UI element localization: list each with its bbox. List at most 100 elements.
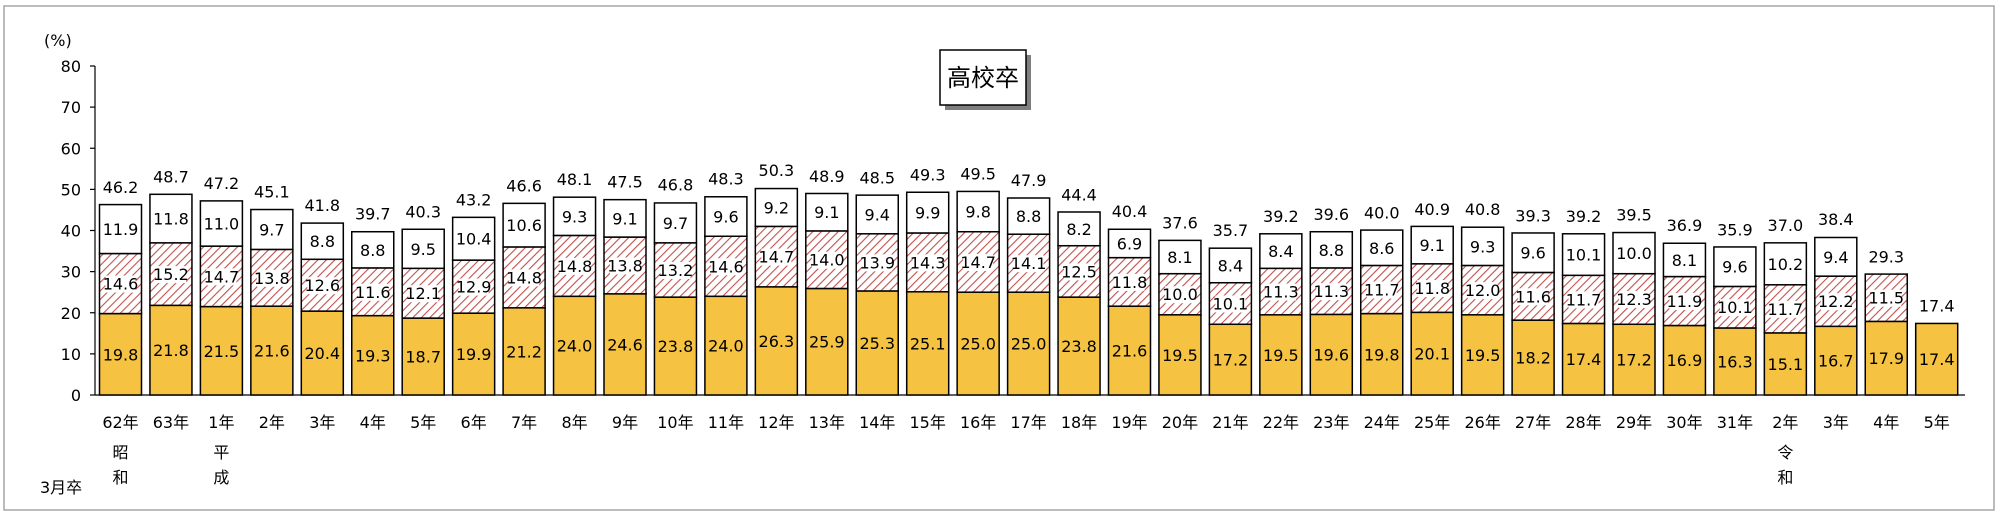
bar-value-label-middle: 12.6 (304, 276, 340, 295)
x-category-label: 1年 (208, 413, 234, 432)
x-category-label: 18年 (1061, 413, 1097, 432)
bar-total-label: 36.9 (1667, 216, 1703, 235)
bar-segment-top (1511, 232, 1555, 274)
x-category-label: 9年 (612, 413, 638, 432)
y-tick-label: 0 (71, 386, 81, 405)
chart-title-box: 高校卒 (939, 49, 1031, 110)
label-backdrop (1417, 280, 1448, 298)
x-category-label: 22年 (1263, 413, 1299, 432)
bar-value-label-top: 8.8 (1319, 241, 1344, 260)
bar-segment-bottom (552, 295, 597, 396)
bar-value-label-bottom: 19.6 (1313, 346, 1349, 365)
bar-total-label: 46.8 (658, 176, 694, 195)
bar-segment-bottom (1662, 324, 1707, 396)
y-tick-label: 20 (61, 304, 81, 323)
bar-value-label-middle: 13.8 (607, 256, 643, 275)
label-backdrop (862, 254, 893, 272)
bar-segment-top (552, 196, 597, 237)
bar-segment-top (1360, 229, 1404, 267)
bar-value-label-middle: 11.6 (1515, 287, 1551, 306)
bar-value-label-bottom: 19.3 (355, 346, 391, 365)
label-backdrop (458, 278, 489, 296)
bar-value-label-top: 10.1 (1566, 246, 1602, 265)
era-label-char: 令 (1777, 443, 1793, 462)
bar-total-label: 46.6 (506, 176, 542, 195)
bar-segment-top (905, 191, 950, 234)
y-tick-label: 40 (61, 222, 81, 241)
bar-segment-bottom (1814, 325, 1858, 396)
bar-value-label-top: 10.0 (1616, 244, 1652, 263)
bar-value-label-middle: 11.3 (1313, 282, 1349, 301)
bar-value-label-top: 8.1 (1672, 251, 1697, 270)
bar-segment-top (300, 222, 345, 261)
bar-value-label-middle: 12.5 (1061, 262, 1097, 281)
bar-value-label-bottom: 19.8 (103, 345, 139, 364)
bar-value-label-bottom: 19.5 (1263, 346, 1299, 365)
bar-value-label-middle: 15.2 (153, 265, 189, 284)
bar-value-label-top: 8.4 (1218, 256, 1243, 275)
bar-value-label-top: 9.6 (713, 208, 738, 227)
bar-segment-bottom (1208, 323, 1253, 396)
y-tick-label: 30 (61, 263, 81, 282)
bar-value-label-bottom: 26.3 (759, 332, 795, 351)
bar-value-label-bottom: 17.9 (1868, 349, 1904, 368)
bar-value-label-bottom: 21.8 (153, 341, 189, 360)
era-label-char: 成 (213, 468, 229, 487)
bar-value-label-top: 11.0 (204, 215, 240, 234)
label-backdrop (1719, 299, 1750, 317)
label-backdrop (1669, 293, 1700, 311)
label-backdrop (307, 277, 338, 295)
bar-value-label-bottom: 24.6 (607, 335, 643, 354)
bar-value-label-top: 9.4 (865, 205, 890, 224)
label-backdrop (660, 261, 691, 279)
bar-value-label-middle: 11.8 (1112, 273, 1148, 292)
bar-segment-top (1763, 242, 1808, 286)
bar-segment-top (1662, 242, 1707, 278)
bar-segment-top (1006, 197, 1051, 235)
bar-total-label: 41.8 (304, 196, 340, 215)
bar-value-label-bottom: 23.8 (1061, 337, 1097, 356)
label-backdrop (155, 266, 186, 284)
bar-value-label-top: 8.4 (1268, 242, 1293, 261)
bar-value-label-middle: 12.2 (1818, 292, 1854, 311)
bar-total-label: 39.3 (1515, 206, 1551, 225)
bar-value-label-bottom: 17.2 (1213, 351, 1249, 370)
bar-value-label-middle: 14.3 (910, 253, 946, 272)
label-backdrop (710, 258, 741, 276)
bar-value-label-bottom: 15.1 (1768, 355, 1804, 374)
bar-total-label: 48.9 (809, 167, 845, 186)
bar-segment-bottom (149, 304, 193, 396)
bar-segment-bottom (754, 286, 799, 396)
y-tick-label: 60 (61, 139, 81, 158)
bar-value-label-middle: 11.7 (1768, 300, 1804, 319)
label-backdrop (408, 285, 439, 303)
x-category-label: 25年 (1414, 413, 1450, 432)
label-backdrop (1316, 283, 1347, 301)
bar-value-label-middle: 14.6 (103, 275, 139, 294)
label-backdrop (1114, 273, 1145, 291)
bar-value-label-bottom: 23.8 (658, 337, 694, 356)
bar-segment-top (1208, 247, 1253, 284)
bar-segment-top (1259, 233, 1303, 270)
bar-total-label: 37.0 (1768, 216, 1804, 235)
bar-value-label-top: 9.7 (663, 214, 688, 233)
bar-value-label-bottom: 17.4 (1566, 350, 1602, 369)
bar-value-label-middle: 11.7 (1364, 281, 1400, 300)
bar-value-label-middle: 12.1 (405, 284, 441, 303)
x-category-label: 62年 (102, 413, 138, 432)
label-backdrop (761, 248, 792, 266)
bar-segment-top (1561, 233, 1606, 277)
bar-total-label: 35.7 (1213, 221, 1249, 240)
bar-value-label-top: 9.1 (1419, 236, 1444, 255)
bar-total-label: 40.4 (1112, 202, 1148, 221)
label-backdrop (1013, 255, 1044, 273)
bar-value-label-bottom: 21.2 (506, 342, 542, 361)
bar-value-label-middle: 11.5 (1868, 289, 1904, 308)
bar-segment-top (1460, 226, 1505, 267)
bar-value-label-bottom: 16.3 (1717, 352, 1753, 371)
bar-value-label-bottom: 19.5 (1465, 346, 1501, 365)
bar-segment-bottom (502, 307, 546, 396)
bar-total-label: 39.2 (1263, 207, 1299, 226)
bar-segment-bottom (1410, 311, 1454, 396)
bar-segment-top (603, 198, 647, 238)
